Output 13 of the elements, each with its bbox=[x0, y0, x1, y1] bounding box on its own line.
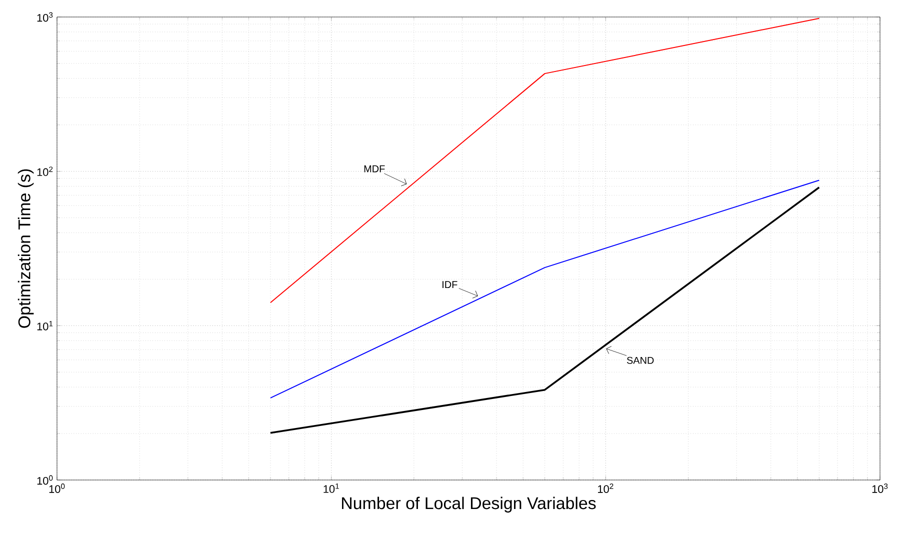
x-tick-label: 10$^{2}$ bbox=[598, 484, 614, 493]
series-label: IDF bbox=[442, 281, 458, 288]
x-axis-title: Number of Local Design Variables bbox=[342, 496, 596, 513]
y-tick-label: 10$^{0}$ bbox=[37, 475, 53, 485]
text: MDF bbox=[364, 165, 385, 172]
x-tick-label: 10$^{0}$ bbox=[49, 484, 65, 493]
x-tick-label: 10$^{3}$ bbox=[872, 484, 888, 493]
x-tick-label: 10$^{1}$ bbox=[324, 484, 339, 493]
y-tick-label: 10$^{3}$ bbox=[37, 12, 53, 22]
text: SAND bbox=[626, 356, 654, 364]
y-tick-label: 10$^{1}$ bbox=[37, 320, 53, 330]
y-tick-label: 10$^{2}$ bbox=[37, 166, 53, 176]
y-axis-title: Optimization Time (s) bbox=[18, 169, 34, 328]
